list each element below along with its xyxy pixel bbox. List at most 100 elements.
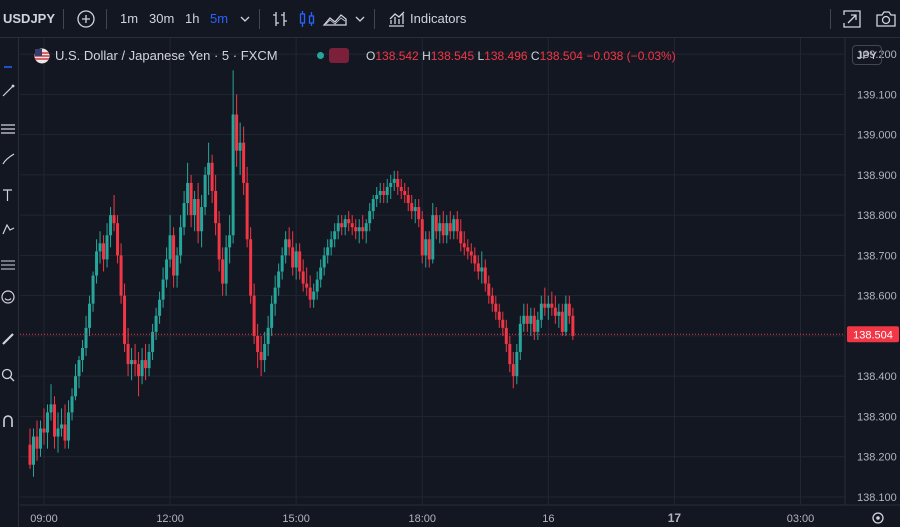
candles-chart-type-icon[interactable] (297, 9, 317, 29)
candle (32, 428, 36, 477)
candle (406, 186, 410, 212)
candle (238, 122, 242, 175)
candle (340, 215, 344, 236)
candle (347, 211, 351, 232)
candle (571, 307, 575, 340)
chevron-down-icon[interactable] (240, 14, 250, 24)
candle-body (438, 223, 442, 232)
interval-1h[interactable]: 1h (185, 11, 200, 26)
candle-body (448, 223, 452, 232)
text-tool-icon[interactable] (1, 188, 15, 202)
magnet-icon[interactable] (1, 414, 15, 428)
candle-body (252, 295, 256, 336)
candle (284, 231, 288, 264)
candle (49, 384, 53, 421)
pattern-tool-icon[interactable] (1, 222, 15, 236)
candle-body (53, 404, 57, 437)
ohlc-values: O138.542 H138.545 L138.496 C138.504 −0.0… (366, 49, 676, 63)
bar-chart-type-icon[interactable] (270, 9, 290, 29)
candle (518, 315, 522, 361)
indicators-button[interactable]: Indicators (410, 11, 467, 26)
candle (354, 219, 358, 240)
candle-body (88, 303, 92, 328)
candle-body (445, 223, 449, 236)
candle-body (308, 287, 312, 300)
candle-body (165, 259, 169, 280)
candle-body (462, 243, 466, 248)
candle (553, 295, 557, 324)
candle (224, 235, 228, 296)
candle (137, 352, 141, 397)
candle (116, 215, 120, 264)
candle (522, 303, 526, 332)
candle-body (490, 295, 494, 304)
candle-body (63, 424, 67, 441)
candle-body (175, 255, 179, 276)
candle-body (294, 251, 298, 268)
candle-body (179, 227, 183, 256)
crosshair-icon[interactable] (1, 56, 15, 70)
fib-tool-icon[interactable] (1, 258, 15, 272)
candle (308, 275, 312, 308)
candle-body (70, 396, 74, 413)
candle (319, 259, 323, 288)
candle-body (515, 352, 519, 377)
toolbar-separator (259, 9, 260, 29)
camera-icon[interactable] (875, 9, 897, 29)
brush-icon[interactable] (1, 152, 15, 166)
area-chart-type-icon[interactable] (322, 9, 348, 29)
events-badge[interactable] (329, 48, 349, 63)
indicators-icon[interactable] (386, 9, 406, 29)
price-tick-label: 138.300 (857, 411, 897, 423)
candle (403, 182, 407, 204)
candle-body (480, 267, 484, 272)
trend-line-icon[interactable] (1, 84, 15, 98)
interval-5m[interactable]: 5m (210, 11, 229, 26)
candle (543, 287, 547, 316)
candle (294, 243, 298, 280)
candle (532, 307, 536, 340)
candle (196, 182, 200, 244)
candle (172, 227, 176, 288)
candle (245, 166, 249, 248)
price-tick-label: 139.100 (857, 89, 897, 101)
settings-gear-icon[interactable] (872, 512, 884, 524)
candle (326, 239, 330, 264)
interval-30m[interactable]: 30m (149, 11, 175, 26)
candle (287, 227, 291, 256)
currency-selector[interactable]: JPY (852, 45, 882, 65)
candle (378, 182, 382, 204)
candle-body (431, 215, 435, 260)
candle (417, 199, 421, 228)
symbol-search-button[interactable]: USDJPY (3, 11, 56, 26)
candle-body (389, 182, 393, 187)
candle-body (102, 243, 106, 260)
fullscreen-icon[interactable] (842, 9, 862, 29)
time-tick-label: 16 (542, 513, 554, 525)
add-symbol-icon[interactable] (76, 9, 96, 29)
candle-body (224, 247, 228, 284)
emoji-icon[interactable] (1, 290, 15, 304)
zoom-icon[interactable] (1, 368, 15, 382)
low-label: L (477, 49, 485, 63)
candle-body (536, 319, 540, 332)
top-toolbar: USDJPY 1m 30m 1h 5m Indicators (0, 0, 900, 38)
ruler-icon[interactable] (1, 332, 15, 346)
candle (420, 211, 424, 264)
candle (273, 275, 277, 316)
candle-body (420, 219, 424, 256)
candle-body (228, 235, 232, 248)
candle (214, 174, 218, 236)
interval-1m[interactable]: 1m (120, 11, 139, 26)
candle-body (116, 223, 120, 256)
candle (487, 275, 491, 304)
horizontal-lines-icon[interactable] (1, 122, 15, 136)
candle (315, 271, 319, 300)
candle-body (210, 162, 214, 191)
candle (364, 219, 368, 244)
chevron-down-icon[interactable] (355, 14, 365, 24)
candle (242, 126, 246, 196)
candle-body (441, 223, 445, 236)
candle (476, 255, 480, 280)
